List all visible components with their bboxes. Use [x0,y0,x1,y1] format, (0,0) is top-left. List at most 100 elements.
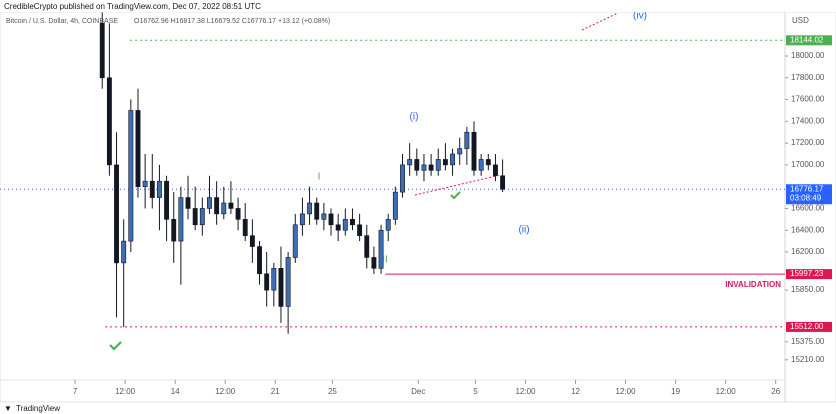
x-tick-label: 26 [771,387,780,396]
candle-body [335,224,341,231]
candle-body [371,257,377,269]
candle-body [249,235,255,247]
candle-body [321,213,327,220]
candle-body [392,191,398,220]
header-bg [0,0,836,12]
candle-body [385,219,391,231]
price-badge-label: 16776.17 [790,184,824,193]
candle-body [135,110,141,187]
candle-body [178,197,184,242]
y-tick-label: 15850.00 [791,285,825,294]
candle-body [264,273,270,291]
candle-body [192,208,198,226]
candle-body [156,180,162,198]
candle-body [228,202,234,209]
x-tick-label: 12 [571,387,580,396]
candle-body [271,268,277,291]
candle-body [242,219,248,236]
candle-body [199,208,205,226]
legend-ohlc: O16762.96 H16817.38 L16679.52 C16776.17 … [134,18,330,25]
price-badge [786,269,832,280]
candle-body [314,202,320,220]
candle-body [278,268,284,307]
candle-body [357,224,363,236]
y-tick-label: 15375.00 [791,337,825,346]
candle-body [307,202,313,215]
candle-body [164,180,170,220]
y-tick-label: 17400.00 [791,116,825,125]
candle-body [235,208,241,220]
candle-body [407,159,413,166]
candle-body [114,164,119,264]
price-badge [786,35,832,46]
candle-body [292,224,298,258]
x-tick-label: 12:00 [515,387,536,396]
candle-body [350,219,355,226]
candle-body [471,131,477,171]
x-tick-label: 12:00 [716,387,737,396]
candle-body [99,23,105,79]
price-badge-label: 18144.02 [790,35,824,44]
x-tick-label: Dec [411,387,425,396]
candle-body [257,246,262,275]
y-tick-label: 15210.00 [791,355,825,364]
x-tick-label: 19 [671,387,680,396]
check-mark [109,341,122,351]
candle-body [414,159,420,171]
candle-body [185,197,191,209]
plot [0,12,785,334]
candle-body [128,110,134,242]
x-tick-label: 14 [171,387,180,396]
x-tick-label: 25 [328,387,337,396]
y-tick-label: 16400.00 [791,225,825,234]
candle-body [142,180,148,187]
check-mark [450,191,461,200]
candle-body [364,235,370,258]
price-badge-label: 15512.00 [790,322,824,331]
price-badge-label: 15997.23 [790,269,824,278]
candle-body [285,257,291,307]
candle-body [149,180,155,198]
wave-label: (ii) [518,225,529,236]
candle-body [171,219,177,242]
x-tick-label: 12:00 [115,387,136,396]
candle-body [485,159,491,166]
y-tick-label: 16600.00 [791,204,825,213]
legend-title: Bitcoin / U.S. Dollar, 4h, COINBASE [6,18,118,25]
candle-body [299,213,305,226]
currency: USD [792,16,809,25]
price-badge [786,184,832,205]
candle-body [500,175,506,190]
candle-body [342,219,348,231]
candle-body [428,164,434,171]
candle-body [421,164,427,171]
x-tick-label: 21 [271,387,280,396]
footer: TradingView [16,404,60,413]
candle-body [464,131,470,149]
panel [0,11,836,403]
candle-body [214,197,220,215]
y-tick-label: 17200.00 [791,138,825,147]
x-tick-label: 12:00 [616,387,637,396]
header: CredibleCrypto published on TradingView.… [4,2,261,11]
wave-label: (iv) [633,11,647,22]
invalidation-label: INVALIDATION [725,280,781,289]
candle-body [221,202,227,215]
footer-logo: ▼ [4,404,12,413]
x-tick-label: 12:00 [215,387,236,396]
candle-body [435,159,441,171]
candle-body [121,240,127,264]
trendline [581,12,619,31]
candle-body [493,164,498,177]
candle-body [328,213,334,226]
candle-body [457,148,463,155]
countdown: 03:08:49 [790,193,822,202]
price-badge [786,321,832,332]
wave-label: (i) [410,112,419,123]
candle-body [207,197,212,209]
candle-body [478,159,484,171]
wave-label: I [318,172,321,183]
wave-label: II [382,255,388,266]
